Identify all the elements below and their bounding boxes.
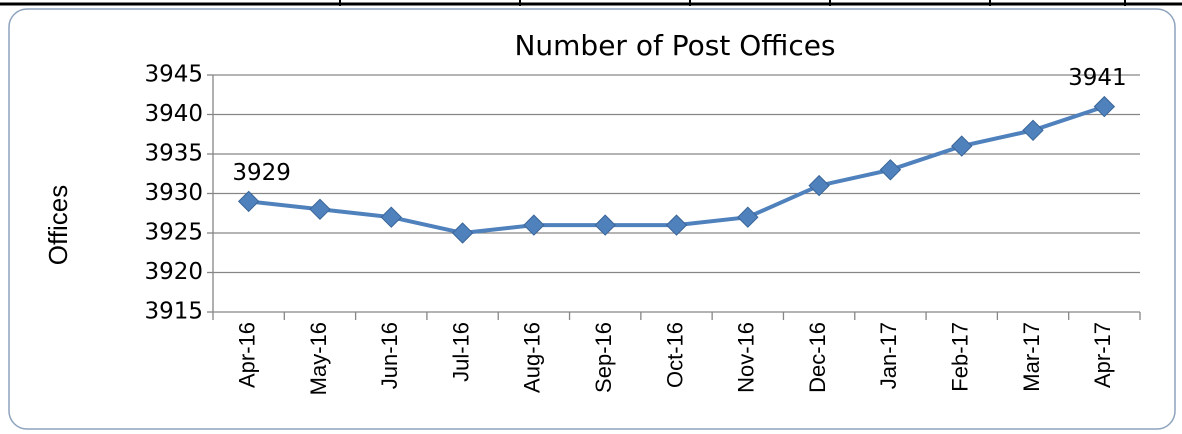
x-tick-label: Dec-16 [805, 322, 830, 393]
marker [523, 214, 545, 236]
marker [1022, 119, 1044, 142]
chart-border [8, 8, 1176, 430]
data-label: 3929 [232, 160, 291, 186]
y-tick-label: 3940 [144, 101, 203, 127]
data-label: 3941 [1068, 65, 1127, 91]
x-tick-label: Apr-16 [234, 322, 259, 388]
y-tick-label: 3930 [144, 180, 203, 206]
table-dividers [339, 0, 1126, 6]
y-axis-label: Offices [43, 185, 73, 265]
marker [879, 159, 902, 181]
x-tick-label: Nov-16 [734, 322, 759, 393]
x-tick-label: Jun-16 [377, 322, 402, 389]
x-tick-label: Apr-17 [1090, 322, 1115, 388]
y-tick-label: 3915 [144, 299, 203, 325]
y-tick-label: 3920 [144, 259, 203, 285]
y-tick-label: 3935 [144, 141, 203, 167]
x-tick-label: Jan-17 [876, 322, 901, 389]
series-line [248, 104, 1105, 236]
marker [237, 190, 260, 213]
x-tick-label: Jul-16 [448, 322, 473, 382]
marker [380, 206, 402, 228]
x-tick-label: May-16 [306, 322, 331, 395]
marker [451, 222, 474, 244]
marker [1093, 95, 1116, 118]
x-tick-label: Mar-17 [1019, 322, 1044, 392]
x-tick-label: Aug-16 [520, 322, 545, 393]
x-tick-label: Sep-16 [591, 322, 616, 393]
marker [808, 174, 830, 197]
chart-title: Number of Post Offices [514, 29, 835, 62]
marker [951, 135, 973, 157]
marker [309, 198, 331, 221]
y-tick-label: 3925 [144, 220, 203, 246]
y-tick-label: 3945 [144, 62, 203, 88]
marker [737, 206, 759, 228]
x-tick-label: Feb-17 [948, 322, 973, 392]
marker [594, 214, 616, 236]
x-tick-label: Oct-16 [662, 322, 687, 388]
marker [665, 214, 688, 236]
